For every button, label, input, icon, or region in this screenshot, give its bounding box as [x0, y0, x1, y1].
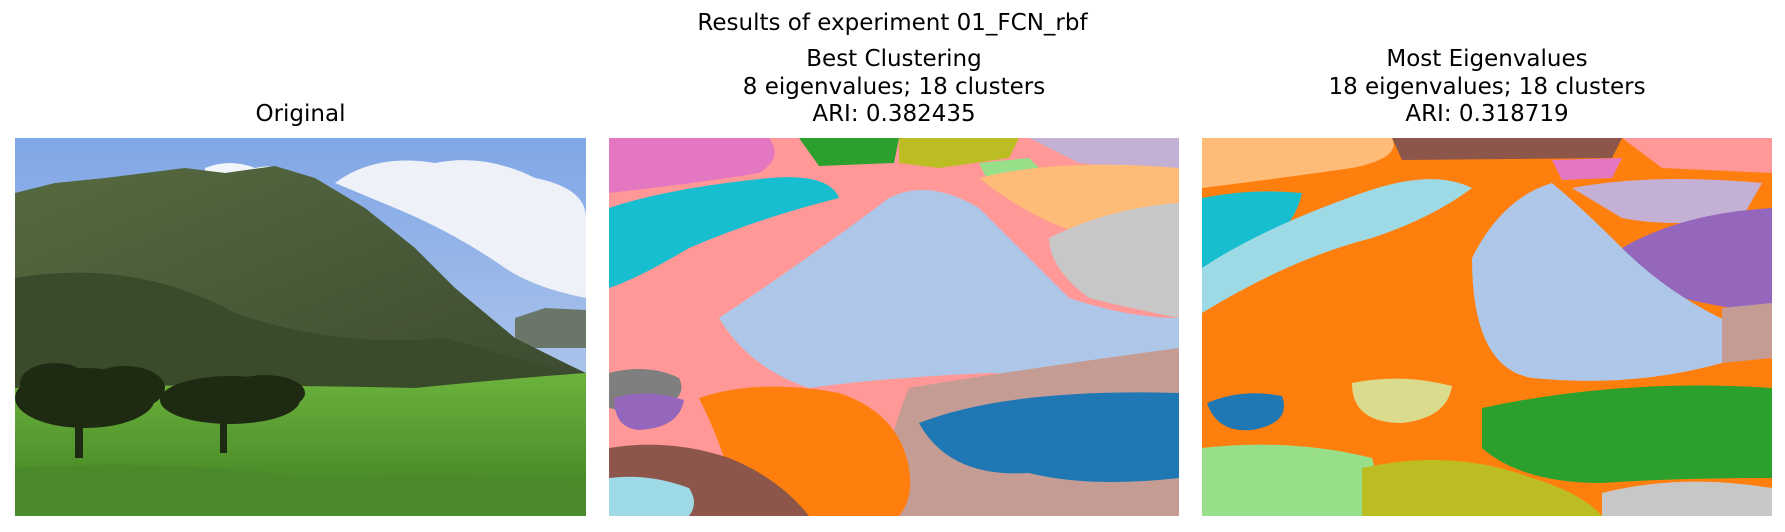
- original-title-line-1: Original: [255, 101, 346, 127]
- original-photo-svg: [15, 138, 586, 516]
- seg-light-cyan: [609, 476, 694, 516]
- seg-brown: [1392, 138, 1622, 160]
- figure-suptitle: Results of experiment 01_FCN_rbf: [697, 10, 1088, 36]
- seg-light-red: [1622, 138, 1772, 173]
- trees: [15, 363, 305, 458]
- most-eigenvalues-title-line-3: ARI: 0.318719: [1405, 101, 1569, 127]
- best-clustering-title-line-2: 8 eigenvalues; 18 clusters: [742, 73, 1046, 100]
- seg-light-purple: [1029, 138, 1179, 173]
- seg-light-gray: [1049, 203, 1179, 318]
- seg-light-olive: [1352, 378, 1452, 423]
- seg-cyan: [1202, 191, 1302, 268]
- mountain-shadow: [15, 272, 586, 398]
- most-eigenvalues-title-line-2: 18 eigenvalues; 18 clusters: [1328, 73, 1646, 100]
- seg-olive: [1362, 460, 1602, 516]
- seg-light-purple: [1572, 179, 1762, 223]
- seg-light-green: [1202, 444, 1376, 516]
- seg-light-cyan: [1202, 179, 1472, 313]
- seg-light-blue: [719, 190, 1179, 388]
- seg-blue: [919, 392, 1179, 482]
- seg-green-top: [799, 138, 899, 166]
- best-clustering-image: [609, 138, 1179, 516]
- foreground-grass: [15, 464, 586, 516]
- most-eigenvalues-svg: [1202, 138, 1772, 516]
- seg-light-blue: [1472, 183, 1742, 381]
- cloud: [335, 160, 586, 298]
- best-clustering-title: Best Clustering 8 eigenvalues; 18 cluste…: [609, 46, 1179, 129]
- seg-pink: [1552, 158, 1622, 180]
- seg-light-gray: [1602, 481, 1772, 516]
- seg-light-brown: [1722, 303, 1772, 363]
- original-title: Original: [15, 101, 586, 129]
- most-eigenvalues-title-line-1: Most Eigenvalues: [1386, 46, 1588, 72]
- seg-purple: [1622, 208, 1772, 313]
- seg-pink: [609, 138, 775, 193]
- best-clustering-svg: [609, 138, 1179, 516]
- seg-purple: [614, 393, 684, 430]
- seg-green: [1482, 385, 1772, 483]
- most-eigenvalues-title: Most Eigenvalues 18 eigenvalues; 18 clus…: [1202, 46, 1772, 129]
- best-clustering-title-line-3: ARI: 0.382435: [812, 101, 976, 127]
- seg-light-orange: [1202, 138, 1394, 188]
- seg-olive-top: [899, 138, 1019, 168]
- seg-cyan: [609, 177, 839, 288]
- most-eigenvalues-image: [1202, 138, 1772, 516]
- seg-blue: [1207, 393, 1284, 431]
- original-image: [15, 138, 586, 516]
- best-clustering-title-line-1: Best Clustering: [806, 46, 982, 72]
- distant-ridge: [515, 308, 586, 348]
